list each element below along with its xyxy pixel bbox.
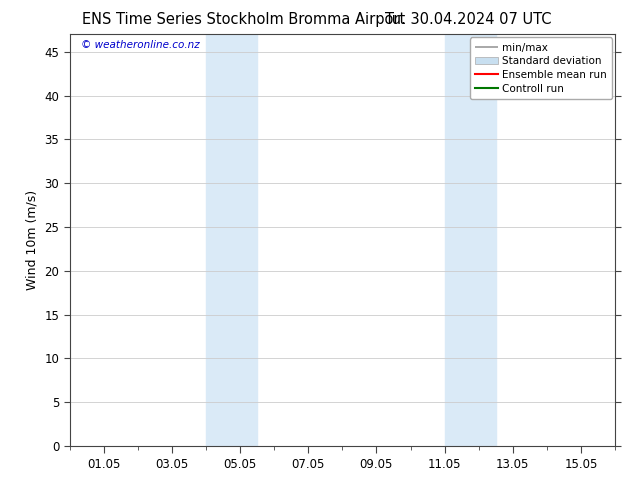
Bar [444,34,496,446]
Legend: min/max, Standard deviation, Ensemble mean run, Controll run: min/max, Standard deviation, Ensemble me… [470,37,612,99]
Text: ENS Time Series Stockholm Bromma Airport: ENS Time Series Stockholm Bromma Airport [82,12,406,27]
Bar [206,34,257,446]
Y-axis label: Wind 10m (m/s): Wind 10m (m/s) [26,190,39,290]
Text: Tu. 30.04.2024 07 UTC: Tu. 30.04.2024 07 UTC [385,12,552,27]
Text: © weatheronline.co.nz: © weatheronline.co.nz [81,41,200,50]
